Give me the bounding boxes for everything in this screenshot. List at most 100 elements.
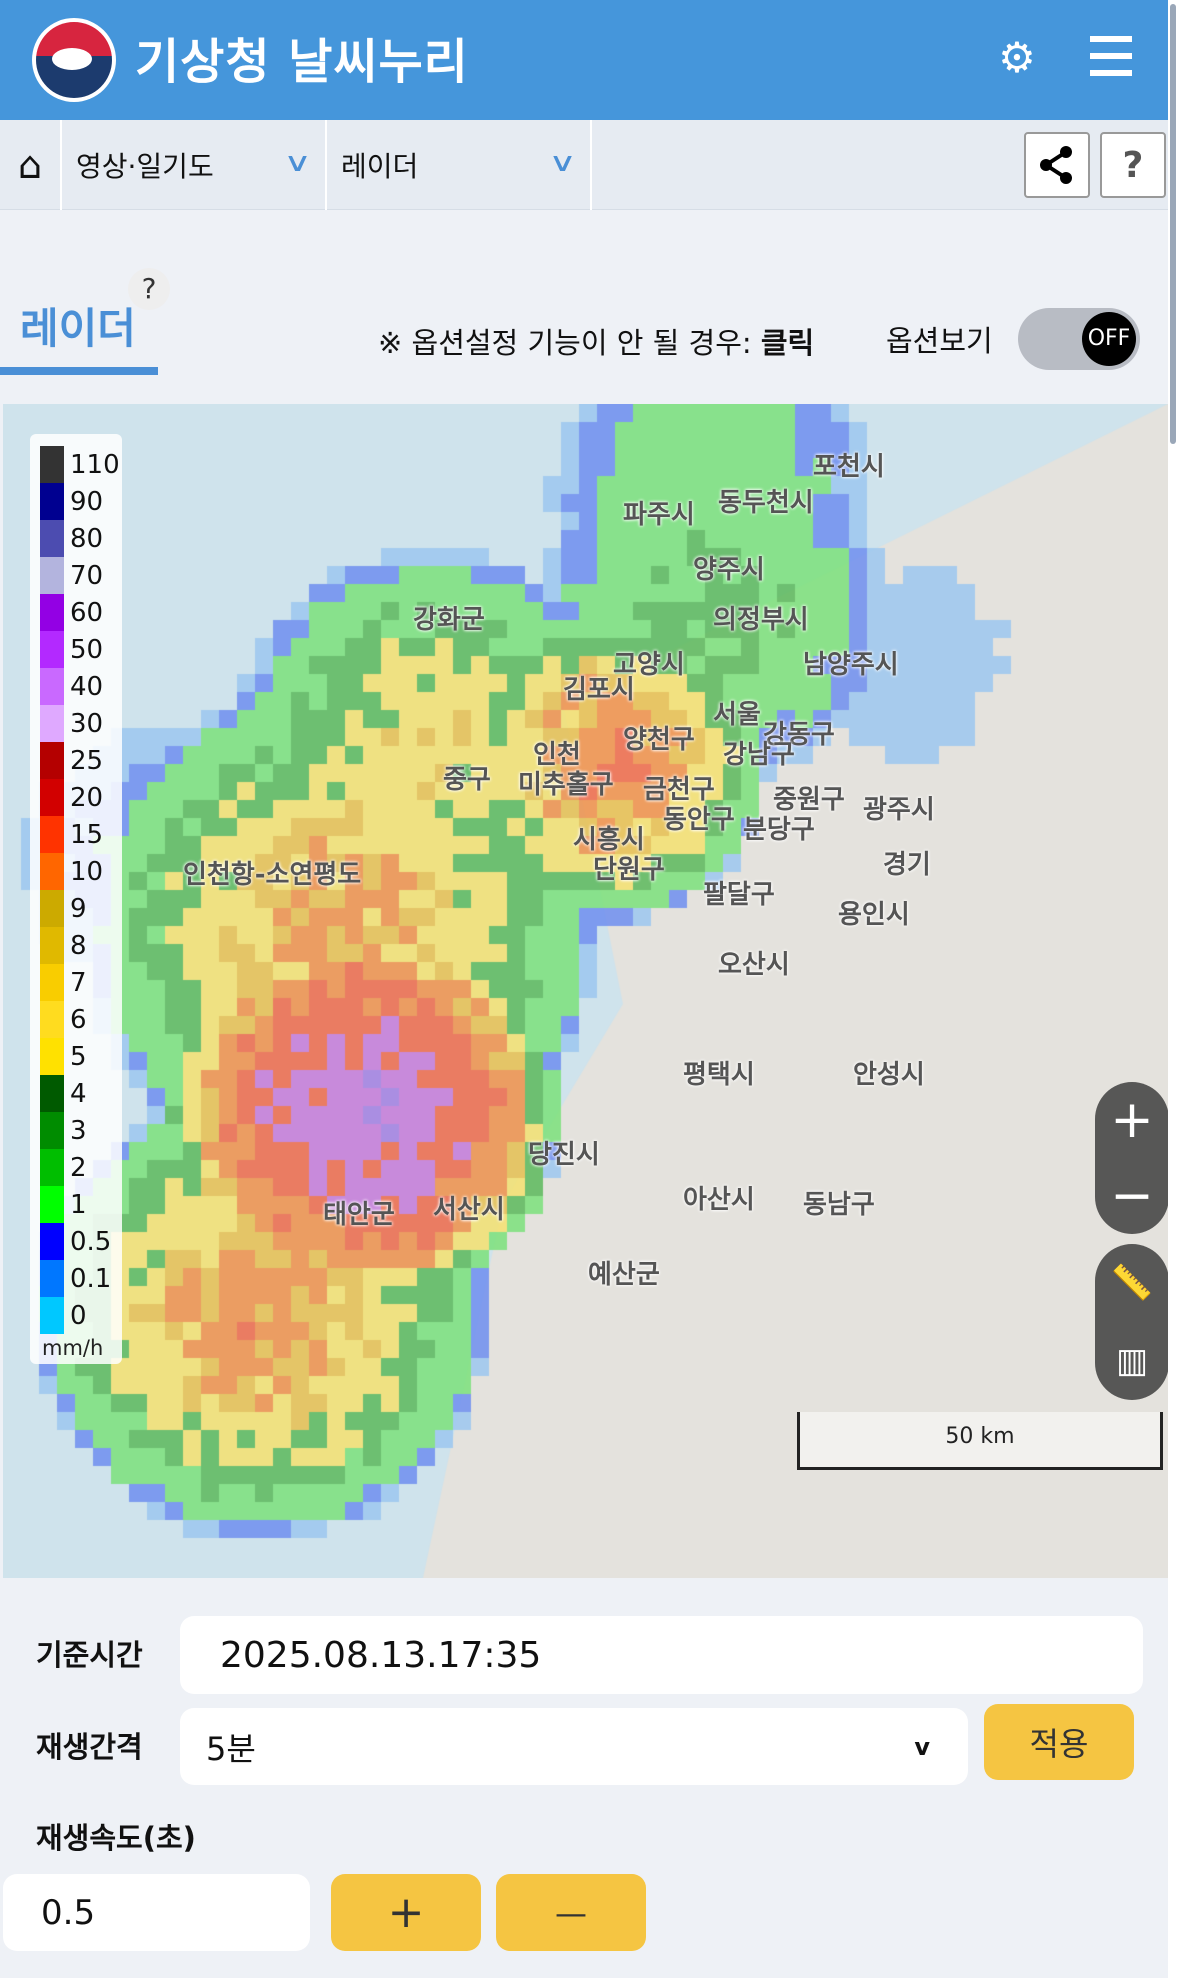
help-button[interactable]: ? — [1100, 132, 1166, 198]
legend-item: 0.1 — [40, 1260, 111, 1297]
legend-item: 7 — [40, 964, 87, 1001]
base-time-input[interactable]: 2025.08.13.17:35 — [180, 1616, 1143, 1694]
legend-swatch — [40, 1038, 64, 1075]
legend-swatch — [40, 1001, 64, 1038]
legend-item: 10 — [40, 853, 103, 890]
legend-item: 2 — [40, 1149, 87, 1186]
chevron-down-icon: ∨ — [283, 148, 312, 178]
place-label: 포천시 — [813, 452, 885, 482]
home-icon[interactable]: ⌂ — [0, 120, 62, 210]
radar-overlay — [3, 404, 1168, 1578]
place-label: 강화군 — [413, 605, 485, 635]
legend-value: 20 — [70, 782, 104, 813]
place-label: 안성시 — [853, 1060, 925, 1090]
legend-item: 90 — [40, 483, 103, 520]
zoom-out-button[interactable]: − — [1110, 1166, 1154, 1226]
interval-select[interactable]: 5분 v — [180, 1708, 968, 1785]
subcategory-dropdown[interactable]: 레이더 ∨ — [327, 120, 592, 210]
legend-value: 40 — [70, 671, 104, 702]
legend-swatch — [40, 520, 64, 557]
breadcrumb-nav: ⌂ 영상·일기도 ∨ 레이더 ∨ — [0, 120, 1168, 210]
place-label: 오산시 — [718, 950, 790, 980]
legend-swatch — [40, 594, 64, 631]
legend-swatch — [40, 927, 64, 964]
speed-minus-button[interactable]: — — [496, 1874, 646, 1951]
speed-input[interactable]: 0.5 — [3, 1874, 310, 1951]
place-label: 파주시 — [623, 500, 695, 530]
page-title: 레이더 — [20, 304, 136, 353]
legend-value: 0 — [70, 1300, 87, 1331]
legend-value: 7 — [70, 967, 87, 998]
legend-value: 70 — [70, 560, 104, 591]
toggle-state: OFF — [1082, 312, 1136, 366]
share-icon — [1040, 146, 1072, 184]
legend-item: 20 — [40, 779, 103, 816]
click-link[interactable]: 클릭 — [760, 326, 815, 360]
apply-button[interactable]: 적용 — [984, 1704, 1134, 1780]
legend-item: 80 — [40, 520, 103, 557]
place-label: 남양주시 — [803, 650, 899, 680]
legend-swatch — [40, 853, 64, 890]
legend-value: 4 — [70, 1078, 87, 1109]
place-label: 서울 — [713, 700, 761, 730]
category-dropdown[interactable]: 영상·일기도 ∨ — [62, 120, 327, 210]
app-title[interactable]: 기상청 날씨누리 — [135, 34, 469, 90]
base-time-label: 기준시간 — [36, 1638, 143, 1672]
place-label: 중원구 — [773, 785, 845, 815]
gear-icon[interactable]: ⚙ — [998, 33, 1036, 82]
legend-swatch — [40, 631, 64, 668]
place-label: 강동구 — [763, 720, 835, 750]
help-bubble[interactable]: ? — [128, 268, 170, 310]
legend-swatch — [40, 1297, 64, 1334]
legend-item: 8 — [40, 927, 87, 964]
government-emblem-logo[interactable] — [32, 18, 116, 102]
place-label: 광주시 — [863, 795, 935, 825]
legend-item: 0.5 — [40, 1223, 111, 1260]
legend-swatch — [40, 446, 64, 483]
legend-value: 3 — [70, 1115, 87, 1146]
legend-item: 40 — [40, 668, 103, 705]
zoom-in-button[interactable]: + — [1110, 1090, 1154, 1150]
interval-label: 재생간격 — [36, 1730, 143, 1764]
place-label: 인천항-소연평도 — [183, 860, 362, 890]
legend-swatch — [40, 1149, 64, 1186]
legend-swatch — [40, 668, 64, 705]
legend-value: 9 — [70, 893, 87, 924]
legend-item: 110 — [40, 446, 120, 483]
legend-swatch — [40, 1075, 64, 1112]
menu-icon[interactable] — [1090, 36, 1132, 76]
place-label: 동남구 — [803, 1190, 875, 1220]
share-button[interactable] — [1024, 132, 1090, 198]
legend-value: 2 — [70, 1152, 87, 1183]
place-label: 고양시 — [613, 650, 685, 680]
place-label: 동안구 — [663, 805, 735, 835]
radar-map[interactable]: 포천시 동두천시 파주시 양주시 강화군 의정부시 고양시 남양주시 김포시 서울 강동구 인천 양천구… — [3, 404, 1168, 1578]
ruler-icon[interactable]: 📏 — [1110, 1263, 1154, 1303]
scale-bar: 50 km — [797, 1412, 1163, 1470]
speed-plus-button[interactable]: + — [331, 1874, 481, 1951]
legend-value: 5 — [70, 1041, 87, 1072]
place-label: 당진시 — [528, 1140, 600, 1170]
place-label: 강남구 — [723, 740, 795, 770]
option-view-toggle[interactable]: OFF — [1018, 308, 1140, 370]
place-label: 중구 — [443, 765, 491, 795]
legend-value: 50 — [70, 634, 104, 665]
legend-swatch — [40, 1112, 64, 1149]
legend-swatch — [40, 557, 64, 594]
page-scrollbar[interactable] — [1168, 0, 1179, 1978]
place-label: 단원구 — [593, 855, 665, 885]
layers-icon[interactable]: ▥ — [1115, 1341, 1149, 1381]
place-label: 미추홀구 — [518, 770, 614, 800]
legend-value: 25 — [70, 745, 104, 776]
legend-value: 6 — [70, 1004, 87, 1035]
legend-item: 4 — [40, 1075, 87, 1112]
place-label: 용인시 — [838, 900, 910, 930]
legend-swatch — [40, 816, 64, 853]
legend-unit: mm/h — [42, 1336, 104, 1360]
legend-item: 30 — [40, 705, 103, 742]
legend-item: 25 — [40, 742, 103, 779]
legend-item: 5 — [40, 1038, 87, 1075]
legend-swatch — [40, 779, 64, 816]
legend-value: 60 — [70, 597, 104, 628]
radar-legend: mm/h 110 90 80 70 60 50 40 30 25 20 15 10 9 8 7 6 5 4 3 2 1 0… — [30, 434, 122, 1364]
